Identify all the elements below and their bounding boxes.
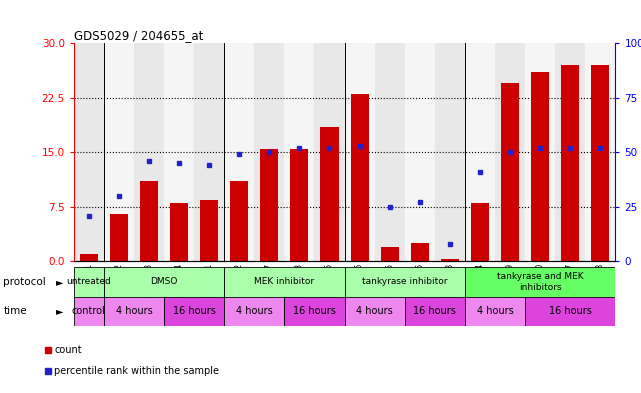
Bar — [435, 43, 465, 261]
Text: ►: ► — [56, 277, 64, 287]
Bar — [525, 43, 555, 261]
Bar — [404, 43, 435, 261]
Bar — [194, 43, 224, 261]
Bar — [381, 247, 399, 261]
Bar — [315, 43, 345, 261]
Bar — [230, 181, 248, 261]
Text: 16 hours: 16 hours — [549, 307, 592, 316]
Bar — [200, 200, 218, 261]
Text: percentile rank within the sample: percentile rank within the sample — [54, 366, 219, 376]
Bar — [260, 149, 278, 261]
Bar — [404, 297, 465, 326]
Bar — [224, 267, 345, 297]
Bar — [104, 267, 224, 297]
Bar — [345, 267, 465, 297]
Bar — [140, 181, 158, 261]
Bar — [74, 297, 104, 326]
Bar — [441, 259, 459, 261]
Bar — [411, 243, 429, 261]
Text: ►: ► — [56, 306, 64, 316]
Bar — [591, 65, 610, 261]
Bar — [164, 297, 224, 326]
Text: MEK inhibitor: MEK inhibitor — [254, 277, 315, 286]
Bar — [525, 297, 615, 326]
Bar — [74, 43, 104, 261]
Bar — [465, 297, 525, 326]
Text: 4 hours: 4 hours — [236, 307, 272, 316]
Text: tankyrase and MEK
inhibitors: tankyrase and MEK inhibitors — [497, 272, 583, 292]
Bar — [110, 214, 128, 261]
Bar — [320, 127, 338, 261]
Bar — [290, 149, 308, 261]
Text: untreated: untreated — [67, 277, 111, 286]
Bar — [134, 43, 164, 261]
Bar — [224, 297, 285, 326]
Text: 4 hours: 4 hours — [356, 307, 393, 316]
Bar — [285, 43, 315, 261]
Text: 16 hours: 16 hours — [413, 307, 456, 316]
Bar — [74, 267, 104, 297]
Bar — [531, 72, 549, 261]
Text: GDS5029 / 204655_at: GDS5029 / 204655_at — [74, 29, 203, 42]
Bar — [465, 267, 615, 297]
Bar — [224, 43, 254, 261]
Bar — [164, 43, 194, 261]
Text: DMSO: DMSO — [150, 277, 178, 286]
Bar — [285, 297, 345, 326]
Bar — [471, 203, 489, 261]
Bar — [345, 297, 404, 326]
Bar — [170, 203, 188, 261]
Bar — [465, 43, 495, 261]
Bar — [79, 254, 98, 261]
Bar — [495, 43, 525, 261]
Text: 16 hours: 16 hours — [293, 307, 336, 316]
Text: protocol: protocol — [3, 277, 46, 287]
Bar — [104, 297, 164, 326]
Bar — [104, 43, 134, 261]
Bar — [351, 94, 369, 261]
Bar — [562, 65, 579, 261]
Text: tankyrase inhibitor: tankyrase inhibitor — [362, 277, 447, 286]
Bar — [501, 83, 519, 261]
Bar — [254, 43, 285, 261]
Bar — [555, 43, 585, 261]
Text: 16 hours: 16 hours — [172, 307, 215, 316]
Bar — [585, 43, 615, 261]
Text: control: control — [72, 307, 106, 316]
Text: time: time — [3, 306, 27, 316]
Bar — [374, 43, 404, 261]
Text: 4 hours: 4 hours — [115, 307, 153, 316]
Text: 4 hours: 4 hours — [477, 307, 513, 316]
Text: count: count — [54, 345, 82, 355]
Bar — [345, 43, 374, 261]
